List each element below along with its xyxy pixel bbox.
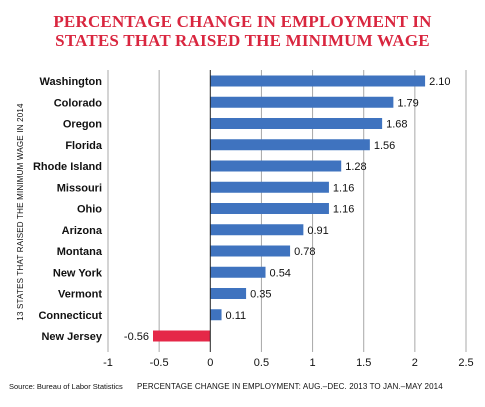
category-label: Oregon [63,119,102,131]
value-label: 1.16 [333,182,354,194]
category-label: Connecticut [38,310,102,322]
value-label: 0.54 [270,267,291,279]
bar [210,139,370,151]
value-label: 1.56 [374,140,395,152]
grid-lines [107,70,467,352]
bar [210,181,329,193]
x-tick-label: 1 [310,357,316,369]
value-label: 1.28 [345,161,366,173]
bars [153,75,426,342]
value-label: 1.79 [397,97,418,109]
value-label: 0.11 [226,310,247,322]
value-label: 0.78 [294,246,315,258]
category-label: Rhode Island [33,161,102,173]
chart-title-line-1: PERCENTAGE CHANGE IN EMPLOYMENT IN [53,12,432,31]
bar [210,245,291,257]
x-tick-label: 2.5 [458,357,473,369]
x-tick-label: 0.5 [254,357,269,369]
source-note: Source: Bureau of Labor Statistics [9,382,123,391]
chart-title: PERCENTAGE CHANGE IN EMPLOYMENT IN STATE… [0,12,485,50]
category-label: New York [53,267,103,279]
bar [210,309,222,321]
value-label: 1.16 [333,204,354,216]
category-label: Ohio [77,204,102,216]
labels: Washington 2.10 Colorado 1.79 Oregon 1.68 Flor… [33,76,451,343]
bar [210,160,342,172]
value-label: 0.91 [307,225,328,237]
category-label: Colorado [54,97,103,109]
value-label: 1.68 [386,119,407,131]
bar [210,118,383,129]
x-tick-labels: -1 -0.5 0 0.5 1 1.5 2 2.5 [103,357,474,369]
x-axis-title: PERCENTAGE CHANGE IN EMPLOYMENT: AUG.–DE… [137,382,443,391]
bar [210,75,426,87]
x-tick-label: -1 [103,357,113,369]
bar [210,288,247,299]
value-label: 2.10 [429,76,450,88]
bar [210,266,266,278]
bar [210,96,394,108]
bar [210,224,304,236]
category-label: Missouri [57,182,102,194]
bar [153,330,211,342]
category-label: New Jersey [41,331,102,343]
bar [210,203,329,214]
category-label: Washington [39,76,102,88]
chart-title-line-2: STATES THAT RAISED THE MINIMUM WAGE [55,31,430,50]
x-tick-label: 2 [412,357,418,369]
category-label: Florida [65,140,103,152]
value-label: 0.35 [250,289,271,301]
x-tick-label: -0.5 [150,357,169,369]
category-label: Arizona [62,225,103,237]
category-label: Vermont [58,289,102,301]
x-tick-label: 0 [207,357,213,369]
x-tick-label: 1.5 [356,357,371,369]
value-label: -0.56 [124,331,149,343]
y-axis-title: 13 STATES THAT RAISED THE MINIMUM WAGE I… [16,103,25,321]
category-label: Montana [57,246,103,258]
